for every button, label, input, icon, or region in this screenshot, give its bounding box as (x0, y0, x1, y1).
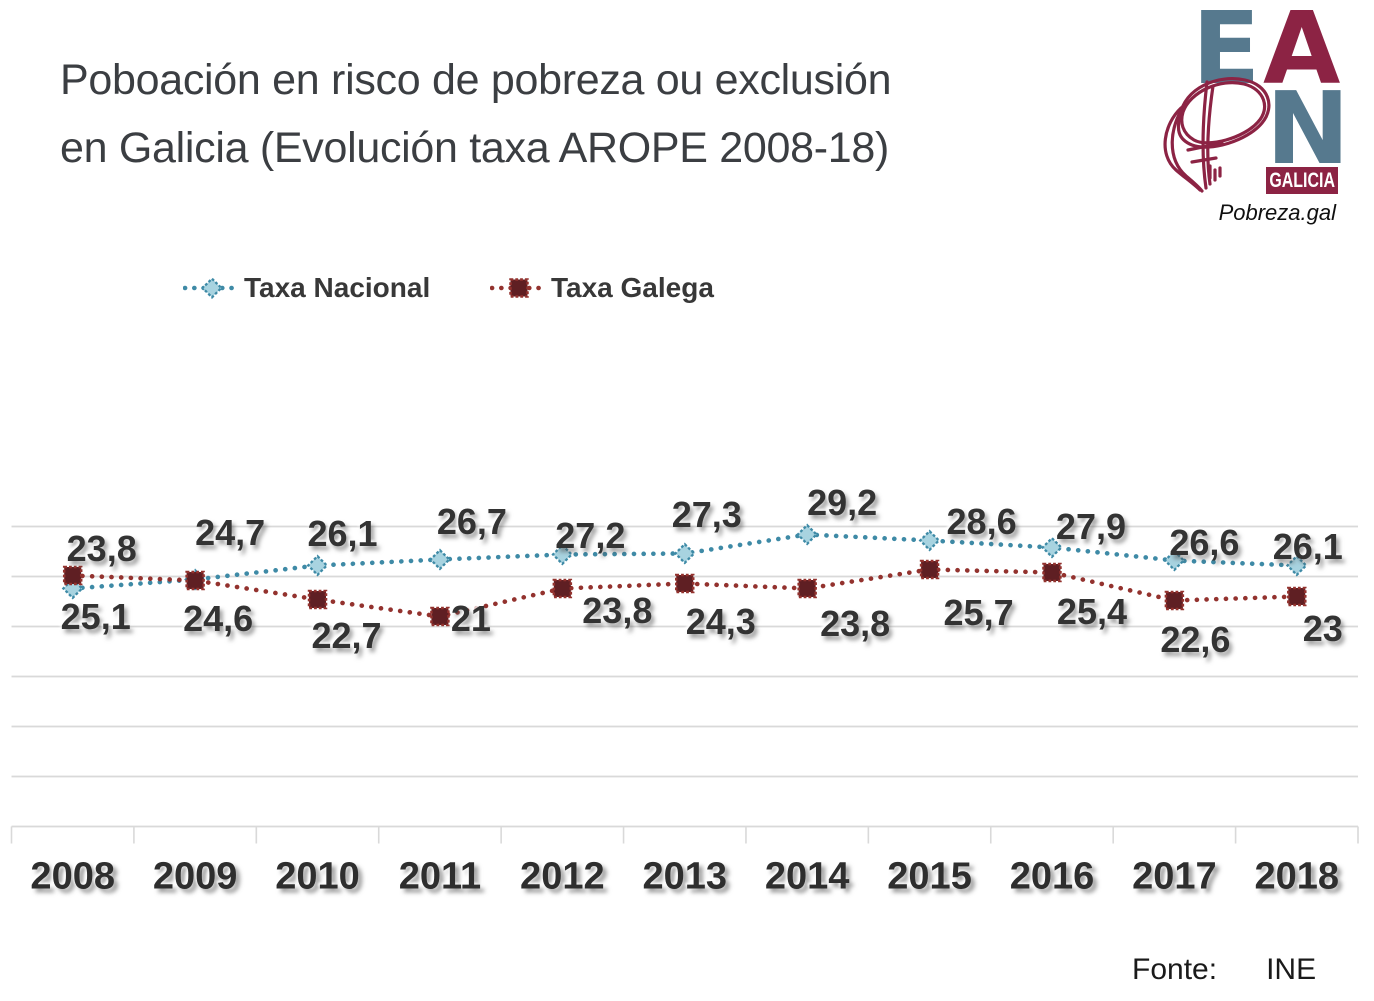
logo-region-label: GALICIA (1269, 168, 1335, 192)
marker-square (1042, 562, 1062, 583)
marker-square (1287, 586, 1307, 607)
marker-square (797, 578, 817, 599)
source-value: INE (1266, 953, 1317, 986)
marker-diamond (428, 548, 451, 571)
marker-diamond (1163, 549, 1186, 572)
marker-diamond (1041, 536, 1063, 559)
legend-item-taxa-galega: Taxa Galega (490, 269, 714, 307)
logo-region-box: GALICIA (1266, 167, 1338, 194)
chart-title-line2: en Galicia (Evolución taxa AROPE 2008-18… (60, 124, 890, 172)
marker-square (185, 570, 205, 591)
marker-diamond (306, 554, 329, 577)
logo-letter-a: A (1263, 0, 1341, 107)
marker-square (675, 573, 695, 594)
marker-square (62, 565, 83, 586)
marker-square (307, 589, 328, 610)
marker-diamond (796, 523, 819, 546)
legend-label-taxa-galega: Taxa Galega (551, 272, 714, 303)
marker-diamond (201, 277, 223, 299)
source-note: Fonte: INE (1132, 953, 1316, 987)
legend-swatch-galega-icon (490, 278, 548, 298)
source-label: Fonte: (1132, 953, 1218, 986)
marker-square (552, 578, 573, 599)
marker-diamond (673, 542, 696, 565)
marker-square (430, 606, 450, 627)
logo-letter-n: N (1266, 70, 1350, 187)
logo-p-scribble-icon (1163, 77, 1271, 193)
legend-swatch-nacional-icon (183, 277, 241, 299)
marker-diamond (1285, 554, 1308, 577)
marker-square (509, 278, 529, 298)
marker-diamond (918, 529, 941, 552)
marker-square (919, 559, 940, 580)
chart-title-line1: Poboación en risco de pobreza ou exclusi… (60, 56, 892, 104)
series-line-taxa-galega (70, 567, 1300, 619)
marker-square (1164, 590, 1185, 611)
legend-label-taxa-nacional: Taxa Nacional (244, 272, 431, 303)
chart-title: Poboación en risco de pobreza ou exclusi… (60, 46, 1120, 182)
marker-diamond (551, 543, 574, 566)
website-label: Pobreza.gal (1218, 200, 1336, 225)
legend-item-taxa-nacional: Taxa Nacional (183, 269, 430, 307)
